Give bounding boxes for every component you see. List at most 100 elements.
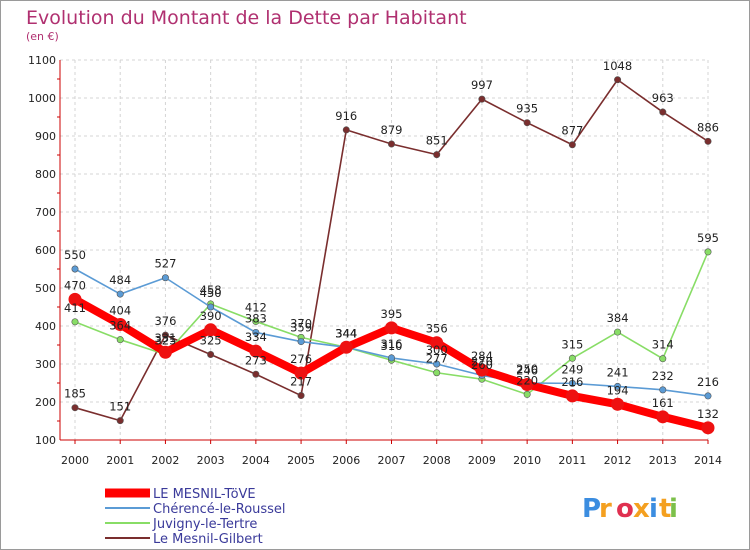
data-label: 185 bbox=[64, 387, 86, 401]
x-tick-label: 2009 bbox=[468, 454, 496, 467]
data-label: 916 bbox=[335, 109, 357, 123]
data-label: 395 bbox=[381, 307, 403, 321]
data-point bbox=[433, 151, 441, 159]
data-point bbox=[614, 328, 622, 336]
data-point bbox=[252, 317, 260, 325]
data-label: 879 bbox=[381, 123, 403, 137]
data-label: 458 bbox=[200, 283, 222, 297]
data-label: 132 bbox=[697, 407, 719, 421]
data-point bbox=[71, 404, 79, 412]
data-point bbox=[520, 378, 534, 392]
data-label: 344 bbox=[335, 326, 357, 340]
data-point bbox=[568, 354, 576, 362]
unit-label: (en €) bbox=[26, 30, 59, 43]
logo-letter: t bbox=[659, 494, 671, 524]
data-label: 383 bbox=[245, 311, 267, 325]
grid bbox=[60, 59, 709, 441]
data-label: 344 bbox=[335, 326, 357, 340]
data-label: 260 bbox=[471, 358, 493, 372]
logo-letter: P bbox=[582, 494, 601, 524]
y-tick-label: 600 bbox=[35, 244, 56, 257]
x-tick-label: 2012 bbox=[604, 454, 632, 467]
data-point bbox=[207, 350, 215, 358]
data-label: 277 bbox=[426, 352, 448, 366]
y-tick-label: 800 bbox=[35, 168, 56, 181]
data-label: 344 bbox=[335, 326, 357, 340]
data-point bbox=[161, 274, 169, 282]
data-point bbox=[68, 292, 82, 306]
data-label: 886 bbox=[697, 120, 719, 134]
data-point bbox=[161, 331, 169, 339]
x-tick-label: 2008 bbox=[423, 454, 451, 467]
data-point bbox=[385, 321, 398, 335]
y-tick-label: 400 bbox=[35, 320, 56, 333]
data-label: 310 bbox=[381, 339, 403, 353]
data-point bbox=[701, 421, 715, 435]
data-labels: 470 404 331 390 334 276 344 395 356 284 246 216 194 1… bbox=[64, 59, 719, 421]
data-label: 470 bbox=[64, 278, 86, 292]
data-point bbox=[342, 126, 350, 134]
y-tick-label: 500 bbox=[35, 282, 56, 295]
data-point bbox=[523, 119, 531, 127]
axes: 100 200 300 400 500 600 700 800 900 1000 1100 2000 2… bbox=[28, 54, 722, 467]
data-point bbox=[71, 318, 79, 326]
data-label: 273 bbox=[245, 353, 267, 367]
data-point bbox=[71, 265, 79, 273]
x-tick-label: 2013 bbox=[649, 454, 677, 467]
x-tick-label: 2006 bbox=[332, 454, 360, 467]
data-label: 314 bbox=[652, 338, 674, 352]
y-tick-label: 200 bbox=[35, 396, 56, 409]
x-tick-label: 2003 bbox=[197, 454, 225, 467]
data-label: 217 bbox=[290, 375, 312, 389]
logo-letter: i bbox=[649, 494, 658, 524]
data-label: 216 bbox=[697, 375, 719, 389]
x-tick-label: 2001 bbox=[106, 454, 134, 467]
logo-letter: i bbox=[669, 494, 678, 524]
data-label: 276 bbox=[290, 352, 312, 366]
data-label: 527 bbox=[154, 257, 176, 271]
data-point bbox=[249, 344, 263, 358]
data-label: 376 bbox=[154, 314, 176, 328]
data-label: 315 bbox=[561, 337, 583, 351]
data-point bbox=[158, 345, 172, 359]
data-label: 161 bbox=[652, 396, 674, 410]
data-label: 194 bbox=[607, 383, 629, 397]
data-point bbox=[523, 390, 531, 398]
data-label: 250 bbox=[516, 362, 538, 376]
data-point bbox=[659, 108, 667, 116]
data-point bbox=[339, 340, 353, 354]
data-point bbox=[656, 410, 670, 424]
series-0 bbox=[68, 292, 715, 435]
data-point bbox=[568, 379, 576, 387]
data-point bbox=[116, 336, 124, 344]
data-label: 364 bbox=[109, 319, 131, 333]
data-point bbox=[387, 354, 395, 362]
data-label: 484 bbox=[109, 273, 131, 287]
data-label: 151 bbox=[109, 400, 131, 414]
data-point bbox=[704, 392, 712, 400]
data-label: 356 bbox=[426, 322, 448, 336]
data-label: 411 bbox=[64, 301, 86, 315]
data-point bbox=[659, 355, 667, 363]
legend: LE MESNIL-TöVEChérencé-le-RousselJuvigny… bbox=[105, 487, 286, 547]
legend-label: Juvigny-le-Tertre bbox=[152, 517, 257, 532]
data-label: 370 bbox=[290, 316, 312, 330]
data-point bbox=[614, 76, 622, 84]
proxiti-logo: Pr o x i ti bbox=[582, 494, 678, 524]
data-point bbox=[297, 392, 305, 400]
data-point bbox=[294, 366, 308, 380]
data-point bbox=[433, 360, 441, 368]
data-label: 404 bbox=[109, 303, 131, 317]
series-layer bbox=[68, 76, 715, 435]
logo-letter: r bbox=[599, 494, 612, 524]
data-label: 241 bbox=[607, 365, 629, 379]
data-label: 595 bbox=[697, 231, 719, 245]
y-tick-label: 300 bbox=[35, 358, 56, 371]
data-point bbox=[252, 328, 260, 336]
data-label: 997 bbox=[471, 78, 493, 92]
x-tick-label: 2002 bbox=[151, 454, 179, 467]
y-tick-label: 700 bbox=[35, 206, 56, 219]
data-label: 246 bbox=[516, 364, 538, 378]
